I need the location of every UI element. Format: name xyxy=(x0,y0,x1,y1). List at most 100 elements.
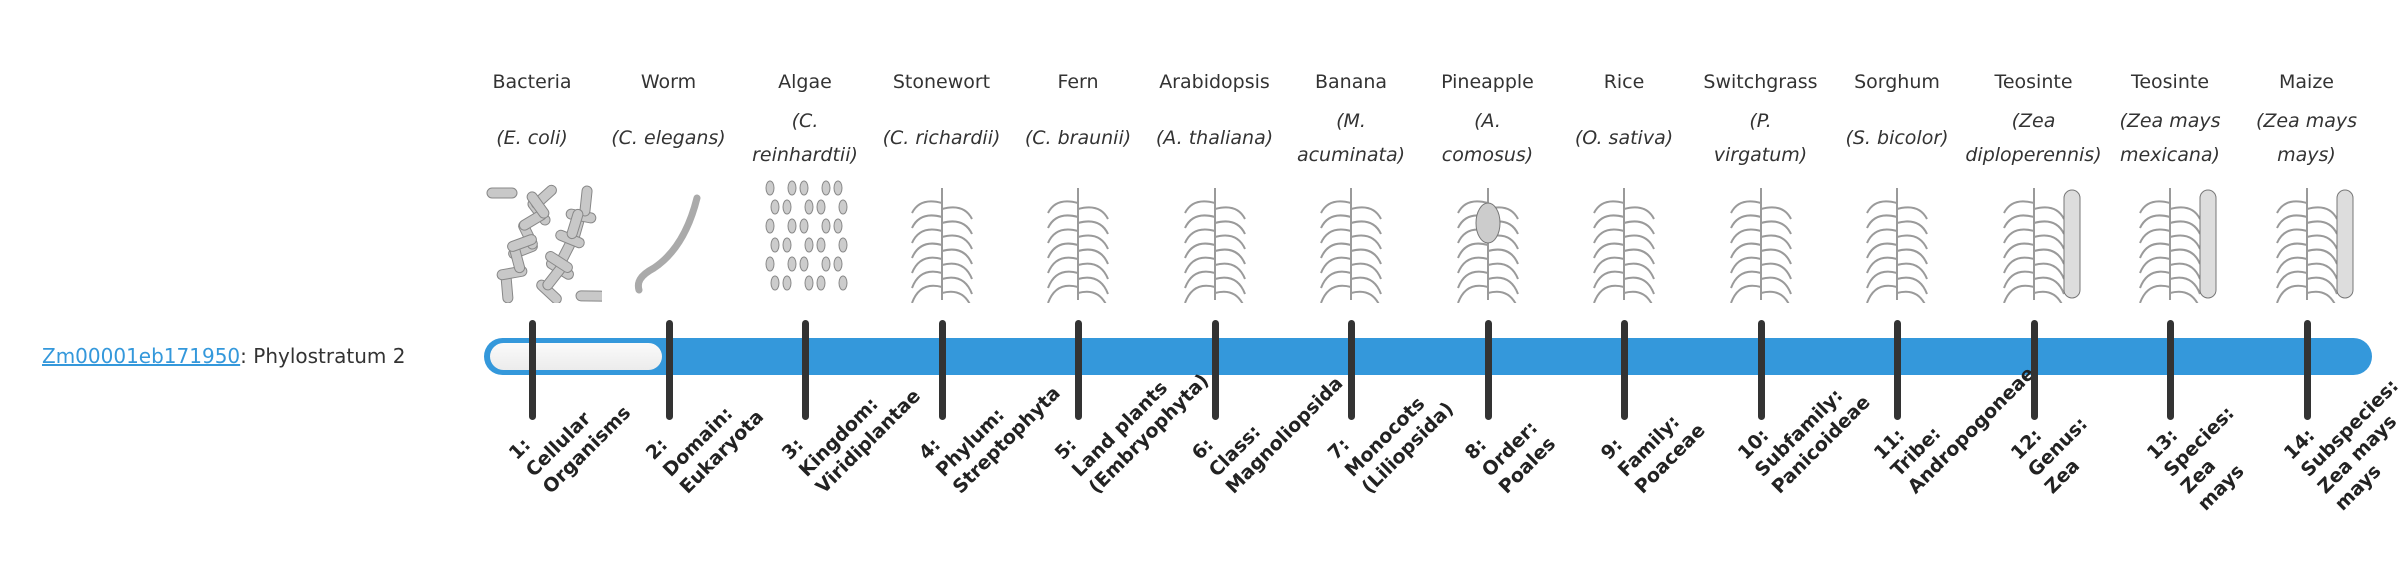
maize-image xyxy=(2275,188,2353,303)
stratum-tick xyxy=(665,320,673,420)
banana-image xyxy=(1320,188,1382,303)
scientific-name-line: (Zea mays xyxy=(2255,110,2358,132)
scientific-name-line: (A. thaliana) xyxy=(1155,127,1274,149)
arabidopsis-image xyxy=(1183,188,1246,303)
organism-name: Algae xyxy=(778,71,832,93)
stratum-tick xyxy=(1075,320,1082,420)
phylostratum-fill xyxy=(490,343,662,370)
scientific-name: (C. braunii) xyxy=(1008,100,1148,176)
scientific-name: (E. coli) xyxy=(462,100,602,176)
stonewort-image xyxy=(910,188,973,303)
scientific-name: (O. sativa) xyxy=(1554,100,1694,176)
stratum-label: 10: Subfamily: Panicoideae xyxy=(1733,357,1875,499)
scientific-name-line: mexicana) xyxy=(2120,144,2220,166)
organism-column: Sorghum (S. bicolor) xyxy=(1827,64,1967,303)
organism-name: Maize xyxy=(2279,71,2334,93)
organism-column: Pineapple (A. comosus) xyxy=(1418,64,1558,303)
stratum-label: 8: Order: Poales xyxy=(1460,398,1561,499)
scientific-name-line: (P. xyxy=(1749,110,1772,132)
scientific-name-line: reinhardtii) xyxy=(752,144,858,166)
phylostratum-bar xyxy=(484,338,2372,375)
organism-name: Banana xyxy=(1314,71,1388,93)
organism-name: Fern xyxy=(1057,71,1099,93)
organism-name: Teosinte xyxy=(2130,71,2210,93)
gene-id-link[interactable]: Zm00001eb171950 xyxy=(42,344,241,368)
scientific-name-line: acuminata) xyxy=(1296,144,1406,166)
stratum-tick xyxy=(1894,320,1901,420)
scientific-name-line: diploperennis) xyxy=(1965,144,2102,166)
stratum-label: 1: Cellular Organisms xyxy=(504,367,636,499)
phylostratum-text: : Phylostratum 2 xyxy=(240,344,406,368)
stratum-tick xyxy=(938,320,946,420)
stratum-tick xyxy=(2030,320,2038,420)
stratum-label: 9: Family: Poaceae xyxy=(1596,385,1710,499)
scientific-name-line: (O. sativa) xyxy=(1574,127,1674,149)
stratum-tick xyxy=(802,320,809,420)
gene-label: Zm00001eb171950: Phylostratum 2 xyxy=(42,338,405,374)
scientific-name-line: mays) xyxy=(2277,144,2336,166)
stratum-tick xyxy=(1621,320,1628,420)
scientific-name-line: (S. bicolor) xyxy=(1845,127,1949,149)
organism-column: Bacteria (E. coli) xyxy=(462,64,602,303)
stratum-tick xyxy=(529,320,536,420)
fern-image xyxy=(1047,188,1109,303)
scientific-name-line: (C. braunii) xyxy=(1024,127,1132,149)
organism-column: Worm (C. elegans) xyxy=(599,64,739,303)
organism-name: Worm xyxy=(640,71,697,93)
scientific-name-line: (C. elegans) xyxy=(611,127,726,149)
scientific-name-line: (A. xyxy=(1474,110,1501,132)
scientific-name-line: (Zea mays xyxy=(2119,110,2221,132)
organism-column: Banana (M. acuminata) xyxy=(1281,64,1421,303)
stratum-tick xyxy=(1484,320,1492,420)
scientific-name: (Zea mays mexicana) xyxy=(2100,100,2240,176)
stratum-label: 2: Domain: Eukaryota xyxy=(641,371,769,499)
teosinte-mexicana-image xyxy=(2139,188,2217,303)
organism-name: Pineapple xyxy=(1441,71,1534,93)
organism-name: Teosinte xyxy=(1994,71,2073,93)
scientific-name: (C. elegans) xyxy=(599,100,739,176)
stratum-tick xyxy=(2167,320,2174,420)
scientific-name-line: (C. xyxy=(791,110,819,132)
organism-name: Arabidopsis xyxy=(1159,71,1270,93)
teosinte-image xyxy=(2002,188,2080,303)
stratum-label: 14: Subspecies: Zea mays mays xyxy=(2279,357,2400,516)
stratum-label: 12: Genus: Zea xyxy=(2006,395,2110,499)
worm-image xyxy=(634,194,700,294)
organism-name: Rice xyxy=(1603,71,1645,93)
organism-column: Maize (Zea mays mays) xyxy=(2237,64,2377,303)
organism-column: Stonewort (C. richardii) xyxy=(872,64,1012,303)
stratum-tick xyxy=(1348,320,1355,420)
organism-column: Teosinte (Zea diploperennis) xyxy=(1964,64,2104,303)
organism-column: Algae (C. reinhardtii) xyxy=(735,64,875,303)
organism-name: Switchgrass xyxy=(1703,71,1818,93)
scientific-name: (M. acuminata) xyxy=(1281,100,1421,176)
scientific-name-line: (Zea xyxy=(2011,110,2056,132)
scientific-name-line: (E. coli) xyxy=(496,127,568,149)
scientific-name-line: (M. xyxy=(1336,110,1366,132)
scientific-name: (C. richardii) xyxy=(872,100,1012,176)
organism-name: Bacteria xyxy=(492,71,572,93)
scientific-name-line: comosus) xyxy=(1441,144,1534,166)
scientific-name: (A. thaliana) xyxy=(1145,100,1285,176)
scientific-name-line: virgatum) xyxy=(1713,144,1808,166)
organism-column: Teosinte (Zea mays mexicana) xyxy=(2100,64,2240,303)
scientific-name: (P. virgatum) xyxy=(1691,100,1831,176)
stratum-tick xyxy=(1211,320,1219,420)
sorghum-image xyxy=(1866,188,1928,303)
switchgrass-image xyxy=(1729,188,1792,303)
scientific-name: (A. comosus) xyxy=(1418,100,1558,176)
scientific-name-line: (C. richardii) xyxy=(882,127,1001,149)
organism-name: Stonewort xyxy=(892,71,991,93)
organism-column: Fern (C. braunii) xyxy=(1008,64,1148,303)
pineapple-image xyxy=(1456,188,1519,303)
organism-column: Arabidopsis (A. thaliana) xyxy=(1145,64,1285,303)
stratum-tick xyxy=(1757,320,1765,420)
scientific-name: (S. bicolor) xyxy=(1827,100,1967,176)
organism-column: Rice (O. sativa) xyxy=(1554,64,1694,303)
scientific-name: (Zea diploperennis) xyxy=(1964,100,2104,176)
organism-column: Switchgrass (P. virgatum) xyxy=(1691,64,1831,303)
stratum-tick xyxy=(2303,320,2311,420)
organism-name: Sorghum xyxy=(1854,71,1940,93)
scientific-name: (C. reinhardtii) xyxy=(735,100,875,176)
rice-image xyxy=(1593,188,1655,303)
